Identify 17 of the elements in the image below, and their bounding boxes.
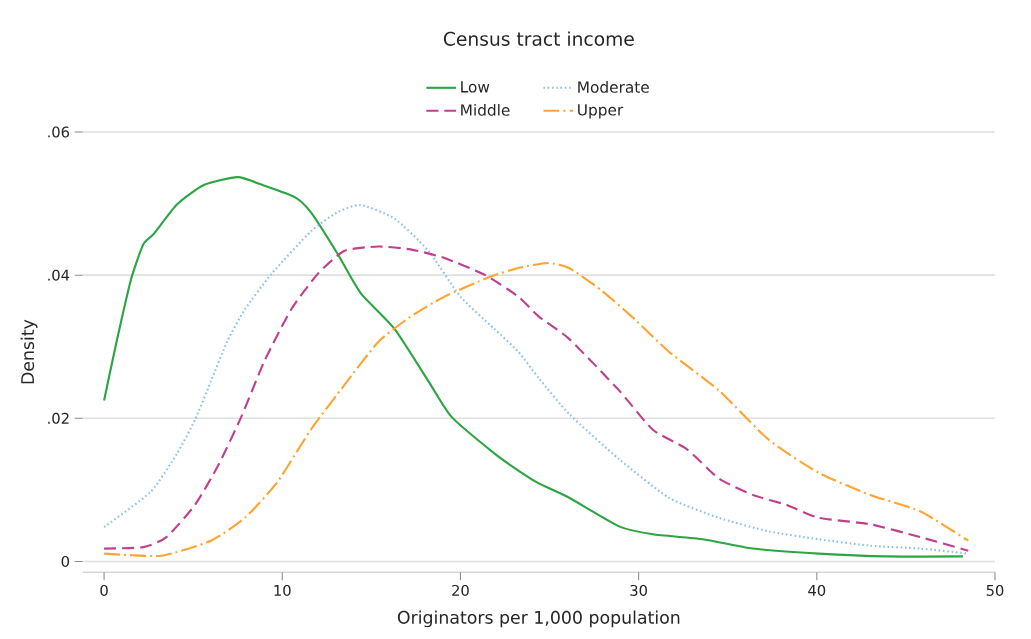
y-tick-label: .06 xyxy=(48,126,70,138)
x-tick-label: 50 xyxy=(986,584,1004,597)
x-tick-label: 40 xyxy=(808,584,826,597)
legend-label: Low xyxy=(461,81,490,93)
y-tick-label: .02 xyxy=(48,412,69,424)
legend-label: Upper xyxy=(578,104,624,119)
y-axis-title: Density xyxy=(20,319,38,384)
x-tick-label: 30 xyxy=(630,584,647,597)
legend-label: Moderate xyxy=(578,81,649,93)
x-axis-title: Originators per 1,000 population xyxy=(397,610,680,628)
legend-title: Census tract income xyxy=(443,31,634,46)
x-tick-label: 0 xyxy=(100,584,108,597)
y-tick-label: .04 xyxy=(48,269,70,281)
y-tick-label: 0 xyxy=(61,555,69,568)
legend-label: Middle xyxy=(461,104,510,116)
x-tick-label: 10 xyxy=(274,584,291,597)
x-tick-label: 20 xyxy=(452,584,469,597)
